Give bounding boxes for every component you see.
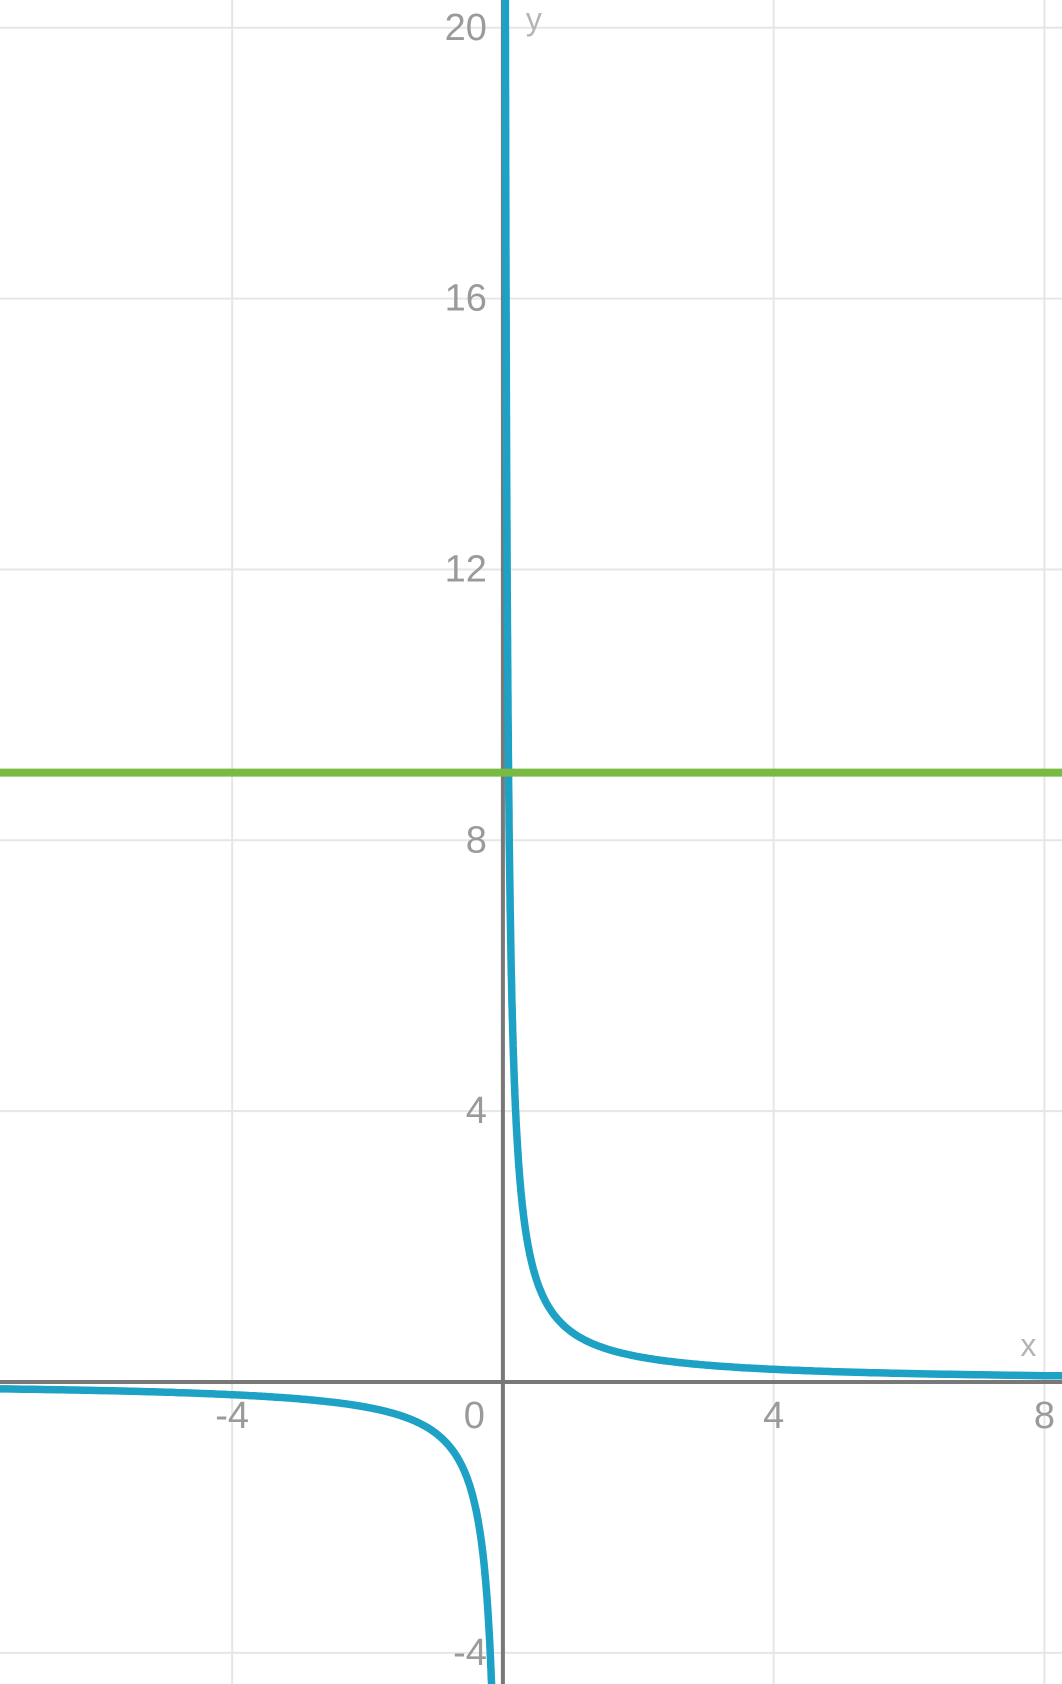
x-tick-label-8: 8 bbox=[1034, 1395, 1055, 1437]
y-tick-label-8: 8 bbox=[466, 819, 487, 861]
x-tick-label-4: 4 bbox=[763, 1395, 784, 1437]
origin-label: 0 bbox=[464, 1395, 485, 1437]
x-tick-label--4: -4 bbox=[215, 1395, 249, 1437]
y-axis-letter: y bbox=[526, 1, 542, 37]
y-tick-label-12: 12 bbox=[445, 548, 487, 590]
y-tick-label-4: 4 bbox=[466, 1090, 487, 1132]
y-tick-label-20: 20 bbox=[445, 7, 487, 49]
x-axis-letter: x bbox=[1020, 1327, 1036, 1363]
reciprocal-curve-left-branch bbox=[0, 1385, 496, 1684]
y-tick-label--4: -4 bbox=[453, 1632, 487, 1674]
reciprocal-curve-right-branch bbox=[501, 0, 1062, 1380]
y-tick-label-16: 16 bbox=[445, 278, 487, 320]
